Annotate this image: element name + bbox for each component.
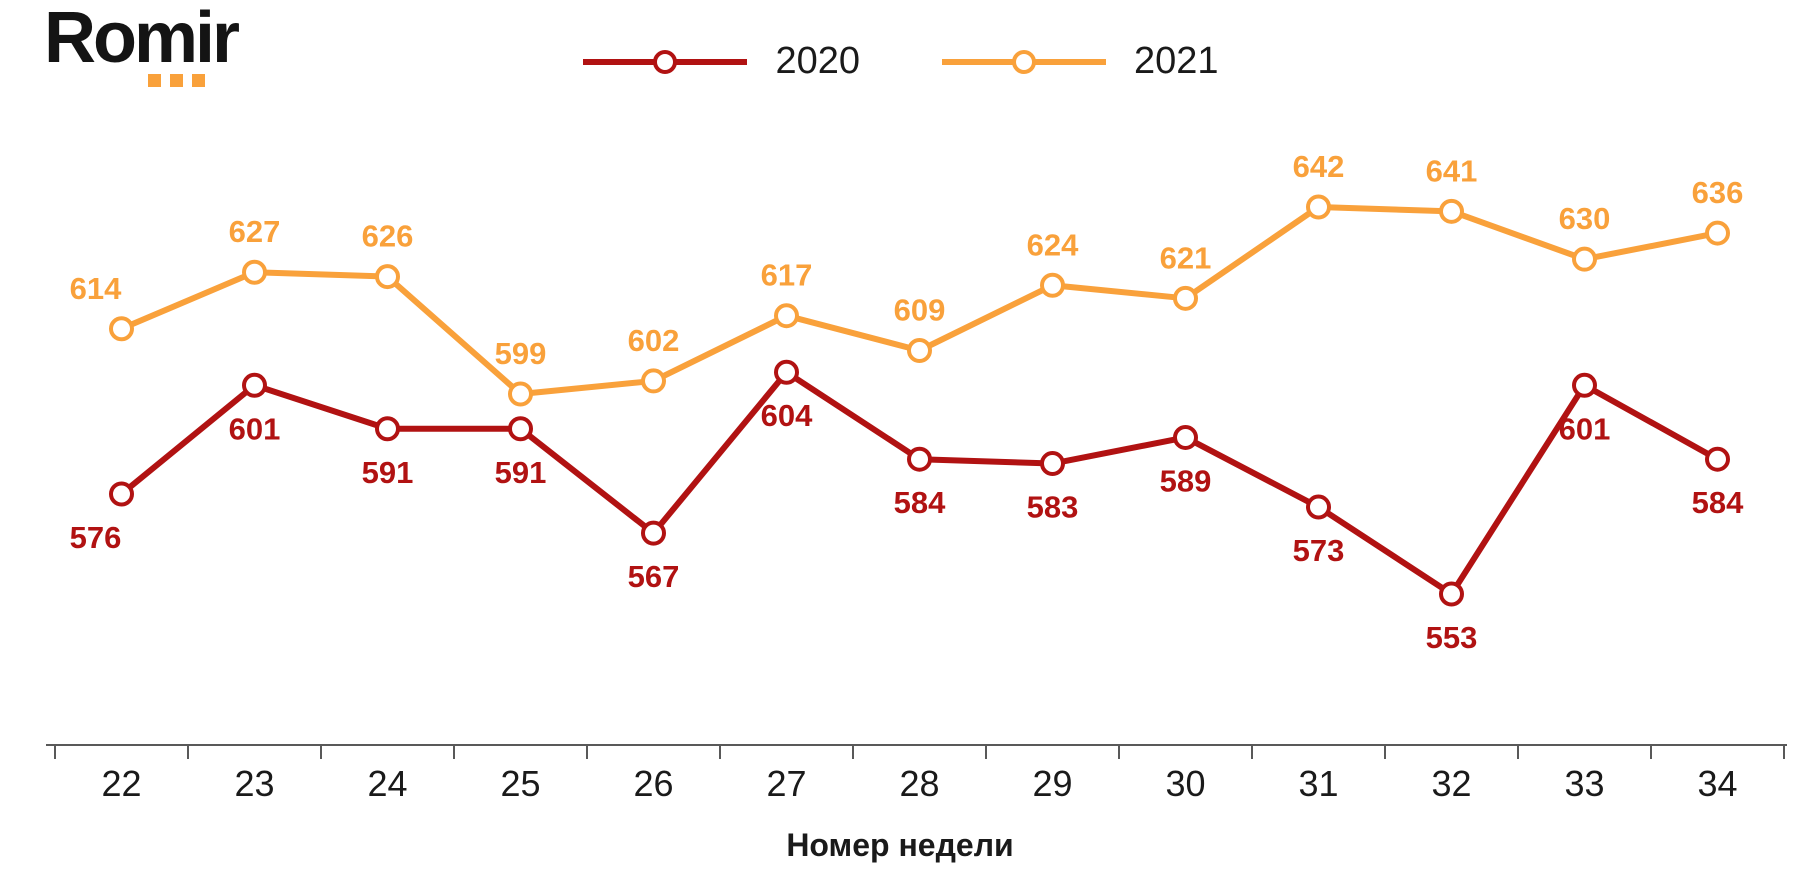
x-axis-title: Номер недели	[786, 827, 1014, 863]
data-label-2020: 576	[70, 520, 122, 555]
logo-dot	[170, 74, 183, 87]
data-point-2020	[1439, 581, 1464, 607]
x-tick-label: 34	[1697, 763, 1737, 804]
data-label-2021: 642	[1293, 149, 1345, 184]
x-tick-label: 25	[500, 763, 540, 804]
data-point-2021	[1572, 246, 1597, 272]
data-point-2021	[1173, 285, 1198, 311]
data-point-2021	[1306, 194, 1331, 220]
data-point-2020	[1173, 424, 1198, 450]
legend-label-2021: 2021	[1134, 40, 1219, 82]
x-tick-label: 26	[633, 763, 673, 804]
data-label-2021: 609	[894, 292, 946, 327]
data-point-2021	[641, 368, 666, 394]
x-tick-label: 31	[1298, 763, 1338, 804]
data-label-2020: 601	[1559, 411, 1611, 446]
data-label-2021: 617	[761, 258, 813, 293]
data-label-2020: 604	[761, 398, 813, 433]
data-point-2020	[774, 359, 799, 385]
data-point-2020	[1040, 451, 1065, 477]
data-point-2020	[641, 520, 666, 546]
data-point-2020	[1572, 372, 1597, 398]
data-label-2021: 599	[495, 336, 547, 371]
romir-logo-dots	[148, 74, 237, 87]
data-label-2020: 567	[628, 559, 680, 594]
x-tick-label: 28	[899, 763, 939, 804]
x-tick-label: 33	[1564, 763, 1604, 804]
data-point-2021	[1040, 272, 1065, 298]
data-point-2021	[109, 316, 134, 342]
legend-swatch-2021-icon	[942, 49, 1106, 74]
data-label-2021: 621	[1160, 240, 1212, 275]
data-point-2021	[1705, 220, 1730, 246]
data-point-2020	[1705, 446, 1730, 472]
data-point-2020	[242, 372, 267, 398]
legend-item-2020: 2020	[581, 40, 860, 83]
data-label-2020: 591	[362, 455, 414, 490]
x-tick-label: 27	[766, 763, 806, 804]
data-label-2020: 591	[495, 455, 547, 490]
data-label-2020: 583	[1027, 490, 1079, 525]
data-label-2021: 641	[1426, 153, 1478, 188]
data-label-2021: 602	[628, 323, 680, 358]
data-label-2021: 627	[229, 214, 281, 249]
logo-dot	[192, 74, 205, 87]
data-label-2020: 584	[1692, 485, 1744, 520]
romir-logo: Romir	[44, 0, 240, 87]
data-label-2021: 614	[70, 271, 122, 306]
data-point-2020	[907, 446, 932, 472]
data-point-2021	[242, 259, 267, 285]
legend-label-2020: 2020	[775, 40, 860, 82]
data-point-2021	[508, 381, 533, 407]
data-point-2021	[1439, 198, 1464, 224]
romir-logo-text: Romir	[44, 0, 240, 78]
chart-legend: 2020 2021	[0, 40, 1800, 83]
logo-dot	[148, 74, 161, 87]
data-label-2020: 589	[1160, 463, 1212, 498]
x-tick-label: 23	[234, 763, 274, 804]
x-tick-label: 22	[101, 763, 141, 804]
x-tick-label: 32	[1431, 763, 1471, 804]
x-tick-label: 29	[1032, 763, 1072, 804]
data-point-2021	[375, 264, 400, 290]
data-label-2021: 630	[1559, 201, 1611, 236]
data-label-2021: 636	[1692, 175, 1744, 210]
x-tick-label: 24	[367, 763, 407, 804]
data-point-2020	[109, 481, 134, 507]
data-label-2020: 601	[229, 411, 281, 446]
data-point-2020	[1306, 494, 1331, 520]
data-point-2020	[508, 416, 533, 442]
data-label-2021: 624	[1027, 227, 1079, 262]
x-tick-label: 30	[1165, 763, 1205, 804]
data-label-2020: 584	[894, 485, 946, 520]
data-point-2021	[774, 303, 799, 329]
data-label-2021: 626	[362, 219, 414, 254]
data-point-2020	[375, 416, 400, 442]
legend-swatch-2020-icon	[583, 49, 748, 74]
data-label-2020: 573	[1293, 533, 1345, 568]
legend-item-2021: 2021	[940, 40, 1219, 83]
data-point-2021	[907, 337, 932, 363]
data-label-2020: 553	[1426, 620, 1478, 655]
